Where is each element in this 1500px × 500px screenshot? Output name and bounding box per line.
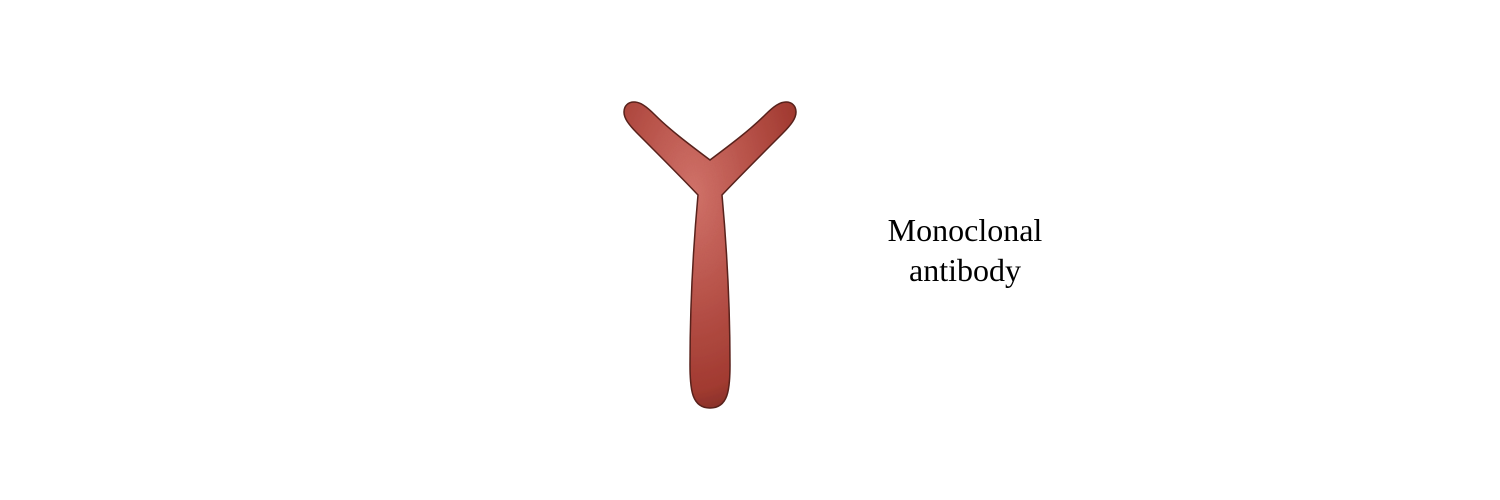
diagram-stage: Monoclonal antibody — [0, 0, 1500, 500]
antibody-svg — [620, 90, 800, 420]
antibody-label: Monoclonal antibody — [840, 210, 1090, 290]
antibody-shape — [620, 90, 800, 420]
